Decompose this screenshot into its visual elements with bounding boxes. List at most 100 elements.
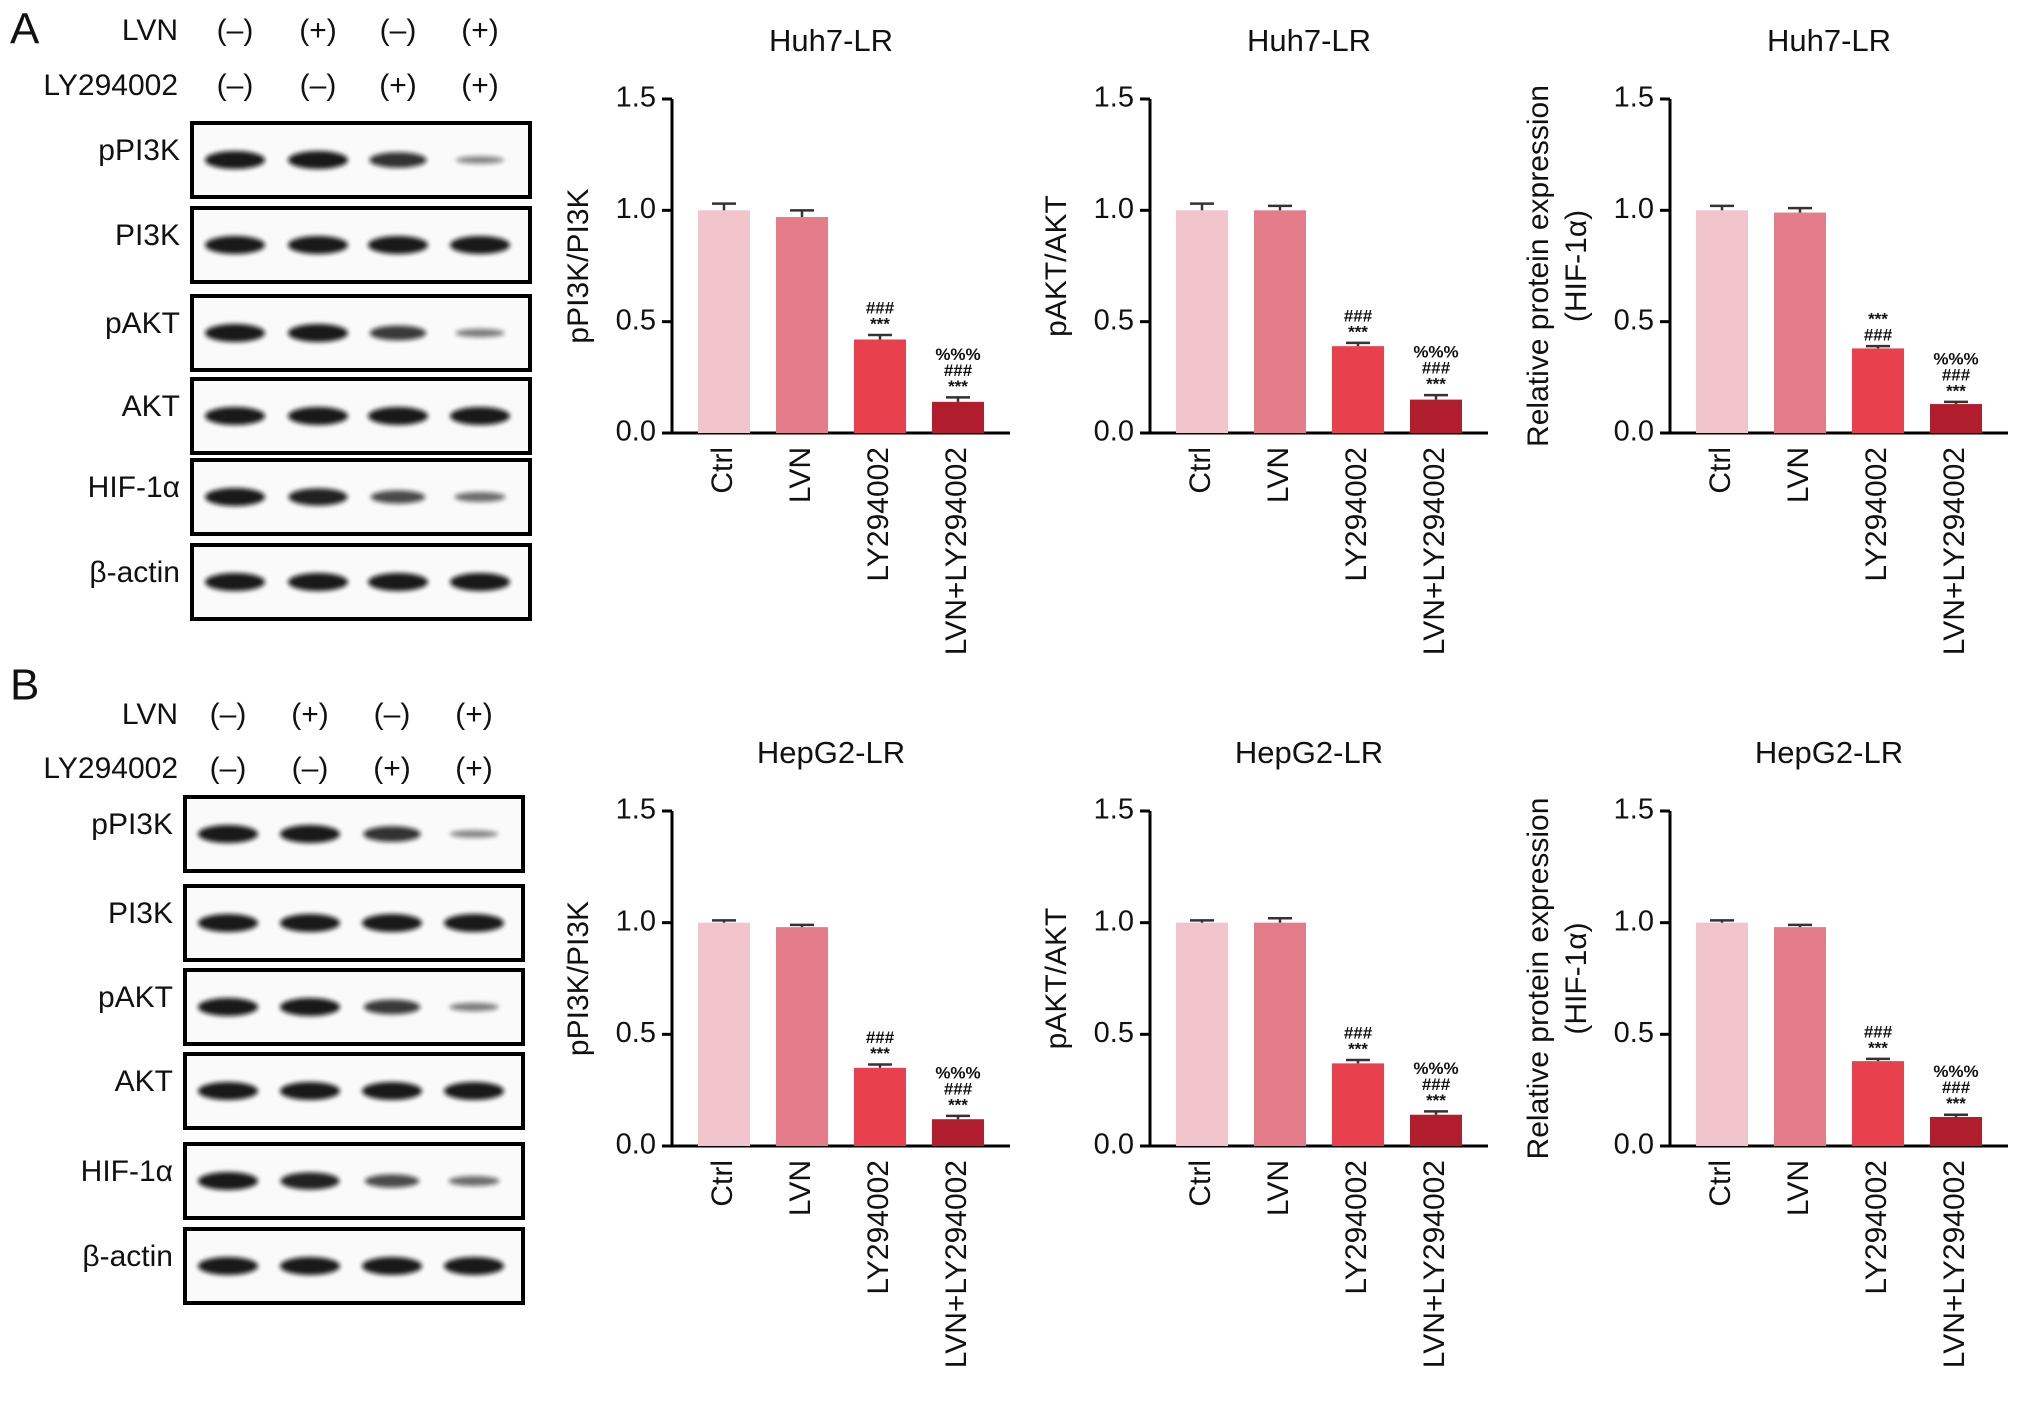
y-tick-label: 1.0 <box>1614 193 1654 225</box>
blot-band <box>363 999 421 1015</box>
blot-band <box>288 324 348 342</box>
bar <box>1774 212 1826 433</box>
significance-mark: *** <box>1426 1091 1446 1110</box>
blot-band <box>205 151 265 169</box>
blot-band <box>198 1257 258 1275</box>
significance-mark: ### <box>1422 1075 1451 1094</box>
significance-mark: *** <box>1946 1094 1966 1113</box>
blot-band <box>362 1082 422 1100</box>
protein-label: β-actin <box>89 556 180 589</box>
treatment-sign: (–) <box>217 14 254 47</box>
x-tick-label: LVN+LY294002 <box>1938 447 1971 655</box>
blot-band <box>362 914 422 932</box>
blot-band <box>455 156 505 164</box>
y-tick-label: 0.0 <box>1094 1129 1134 1161</box>
y-tick-label: 0.5 <box>616 304 656 336</box>
significance-mark: ### <box>1422 359 1451 378</box>
significance-mark: *** <box>1946 381 1966 400</box>
blot-band <box>369 152 427 168</box>
blot-band <box>369 325 427 341</box>
significance-mark: ### <box>866 299 895 318</box>
significance-mark: %%% <box>1933 349 1978 368</box>
y-tick-label: 0.5 <box>1094 1017 1134 1049</box>
significance-mark: ### <box>866 1028 895 1047</box>
blot-band <box>444 914 504 932</box>
blot-band <box>198 998 258 1016</box>
y-tick-label: 1.5 <box>1614 794 1654 826</box>
x-tick-label: LY294002 <box>862 447 895 582</box>
blot-band <box>198 1172 258 1190</box>
y-axis-label: pAKT/AKT <box>1040 908 1073 1050</box>
blot-band <box>280 998 340 1016</box>
x-tick-label: LVN+LY294002 <box>1418 1160 1451 1368</box>
blot-band <box>455 328 505 338</box>
bar <box>698 922 750 1146</box>
x-tick-label: LVN <box>1782 1160 1815 1216</box>
y-tick-label: 0.0 <box>1614 1129 1654 1161</box>
panel-label: B <box>10 661 39 710</box>
treatment-name: LVN <box>122 698 178 731</box>
blot-band <box>288 573 348 591</box>
treatment-sign: (+) <box>461 14 499 47</box>
significance-mark: *** <box>1348 1040 1368 1059</box>
y-tick-label: 0.0 <box>1094 416 1134 448</box>
treatment-sign: (–) <box>374 698 411 731</box>
bar <box>698 210 750 433</box>
x-tick-label: LVN <box>1782 447 1815 503</box>
bar <box>1930 1116 1982 1146</box>
significance-mark: ### <box>1864 326 1893 345</box>
blot-band <box>370 490 426 504</box>
blot-band <box>205 488 265 506</box>
y-tick-label: 0.5 <box>616 1017 656 1049</box>
bar <box>1852 348 1904 433</box>
x-tick-label: Ctrl <box>1184 1160 1217 1207</box>
chart-title: Huh7-LR <box>769 23 893 58</box>
significance-mark: %%% <box>1413 343 1458 362</box>
bar <box>854 339 906 433</box>
y-tick-label: 1.5 <box>1094 82 1134 114</box>
significance-mark: ### <box>1942 1078 1971 1097</box>
significance-mark: *** <box>1868 310 1888 329</box>
significance-mark: ### <box>1942 365 1971 384</box>
chart-title: HepG2-LR <box>1235 735 1383 770</box>
x-tick-label: LY294002 <box>1860 1160 1893 1295</box>
bar <box>776 927 828 1146</box>
chart-title: HepG2-LR <box>1755 735 1903 770</box>
y-tick-label: 0.5 <box>1614 1017 1654 1049</box>
protein-label: PI3K <box>115 219 180 252</box>
y-axis-label: pPI3K/PI3K <box>562 901 595 1056</box>
blot-band <box>198 825 258 843</box>
treatment-sign: (+) <box>455 752 493 785</box>
treatment-sign: (–) <box>292 752 329 785</box>
bar <box>776 217 828 433</box>
significance-mark: *** <box>1426 375 1446 394</box>
y-tick-label: 0.0 <box>1614 416 1654 448</box>
blot-band <box>363 826 421 842</box>
x-tick-label: Ctrl <box>1184 447 1217 494</box>
bar <box>1696 210 1748 433</box>
blot-band <box>444 1082 504 1100</box>
significance-mark: %%% <box>1413 1059 1458 1078</box>
protein-label: pAKT <box>98 981 173 1014</box>
blot-band <box>198 1082 258 1100</box>
blot-band <box>454 492 506 502</box>
treatment-sign: (–) <box>217 69 254 102</box>
protein-label: pPI3K <box>91 808 173 841</box>
blot-band <box>280 914 340 932</box>
x-tick-label: LVN <box>784 447 817 503</box>
treatment-name: LY294002 <box>43 752 178 785</box>
blot-band <box>449 1002 499 1012</box>
bar <box>1332 1063 1384 1146</box>
treatment-name: LVN <box>122 14 178 47</box>
significance-mark: ### <box>944 361 973 380</box>
chart-title: Huh7-LR <box>1767 23 1891 58</box>
significance-mark: ### <box>944 1079 973 1098</box>
x-tick-label: LVN <box>1262 447 1295 503</box>
y-tick-label: 1.5 <box>1614 82 1654 114</box>
significance-mark: ### <box>1344 306 1373 325</box>
y-tick-label: 1.0 <box>1094 193 1134 225</box>
blot-band <box>205 236 265 254</box>
protein-label: pPI3K <box>98 134 180 167</box>
significance-mark: %%% <box>935 345 980 364</box>
protein-label: AKT <box>115 1065 173 1098</box>
